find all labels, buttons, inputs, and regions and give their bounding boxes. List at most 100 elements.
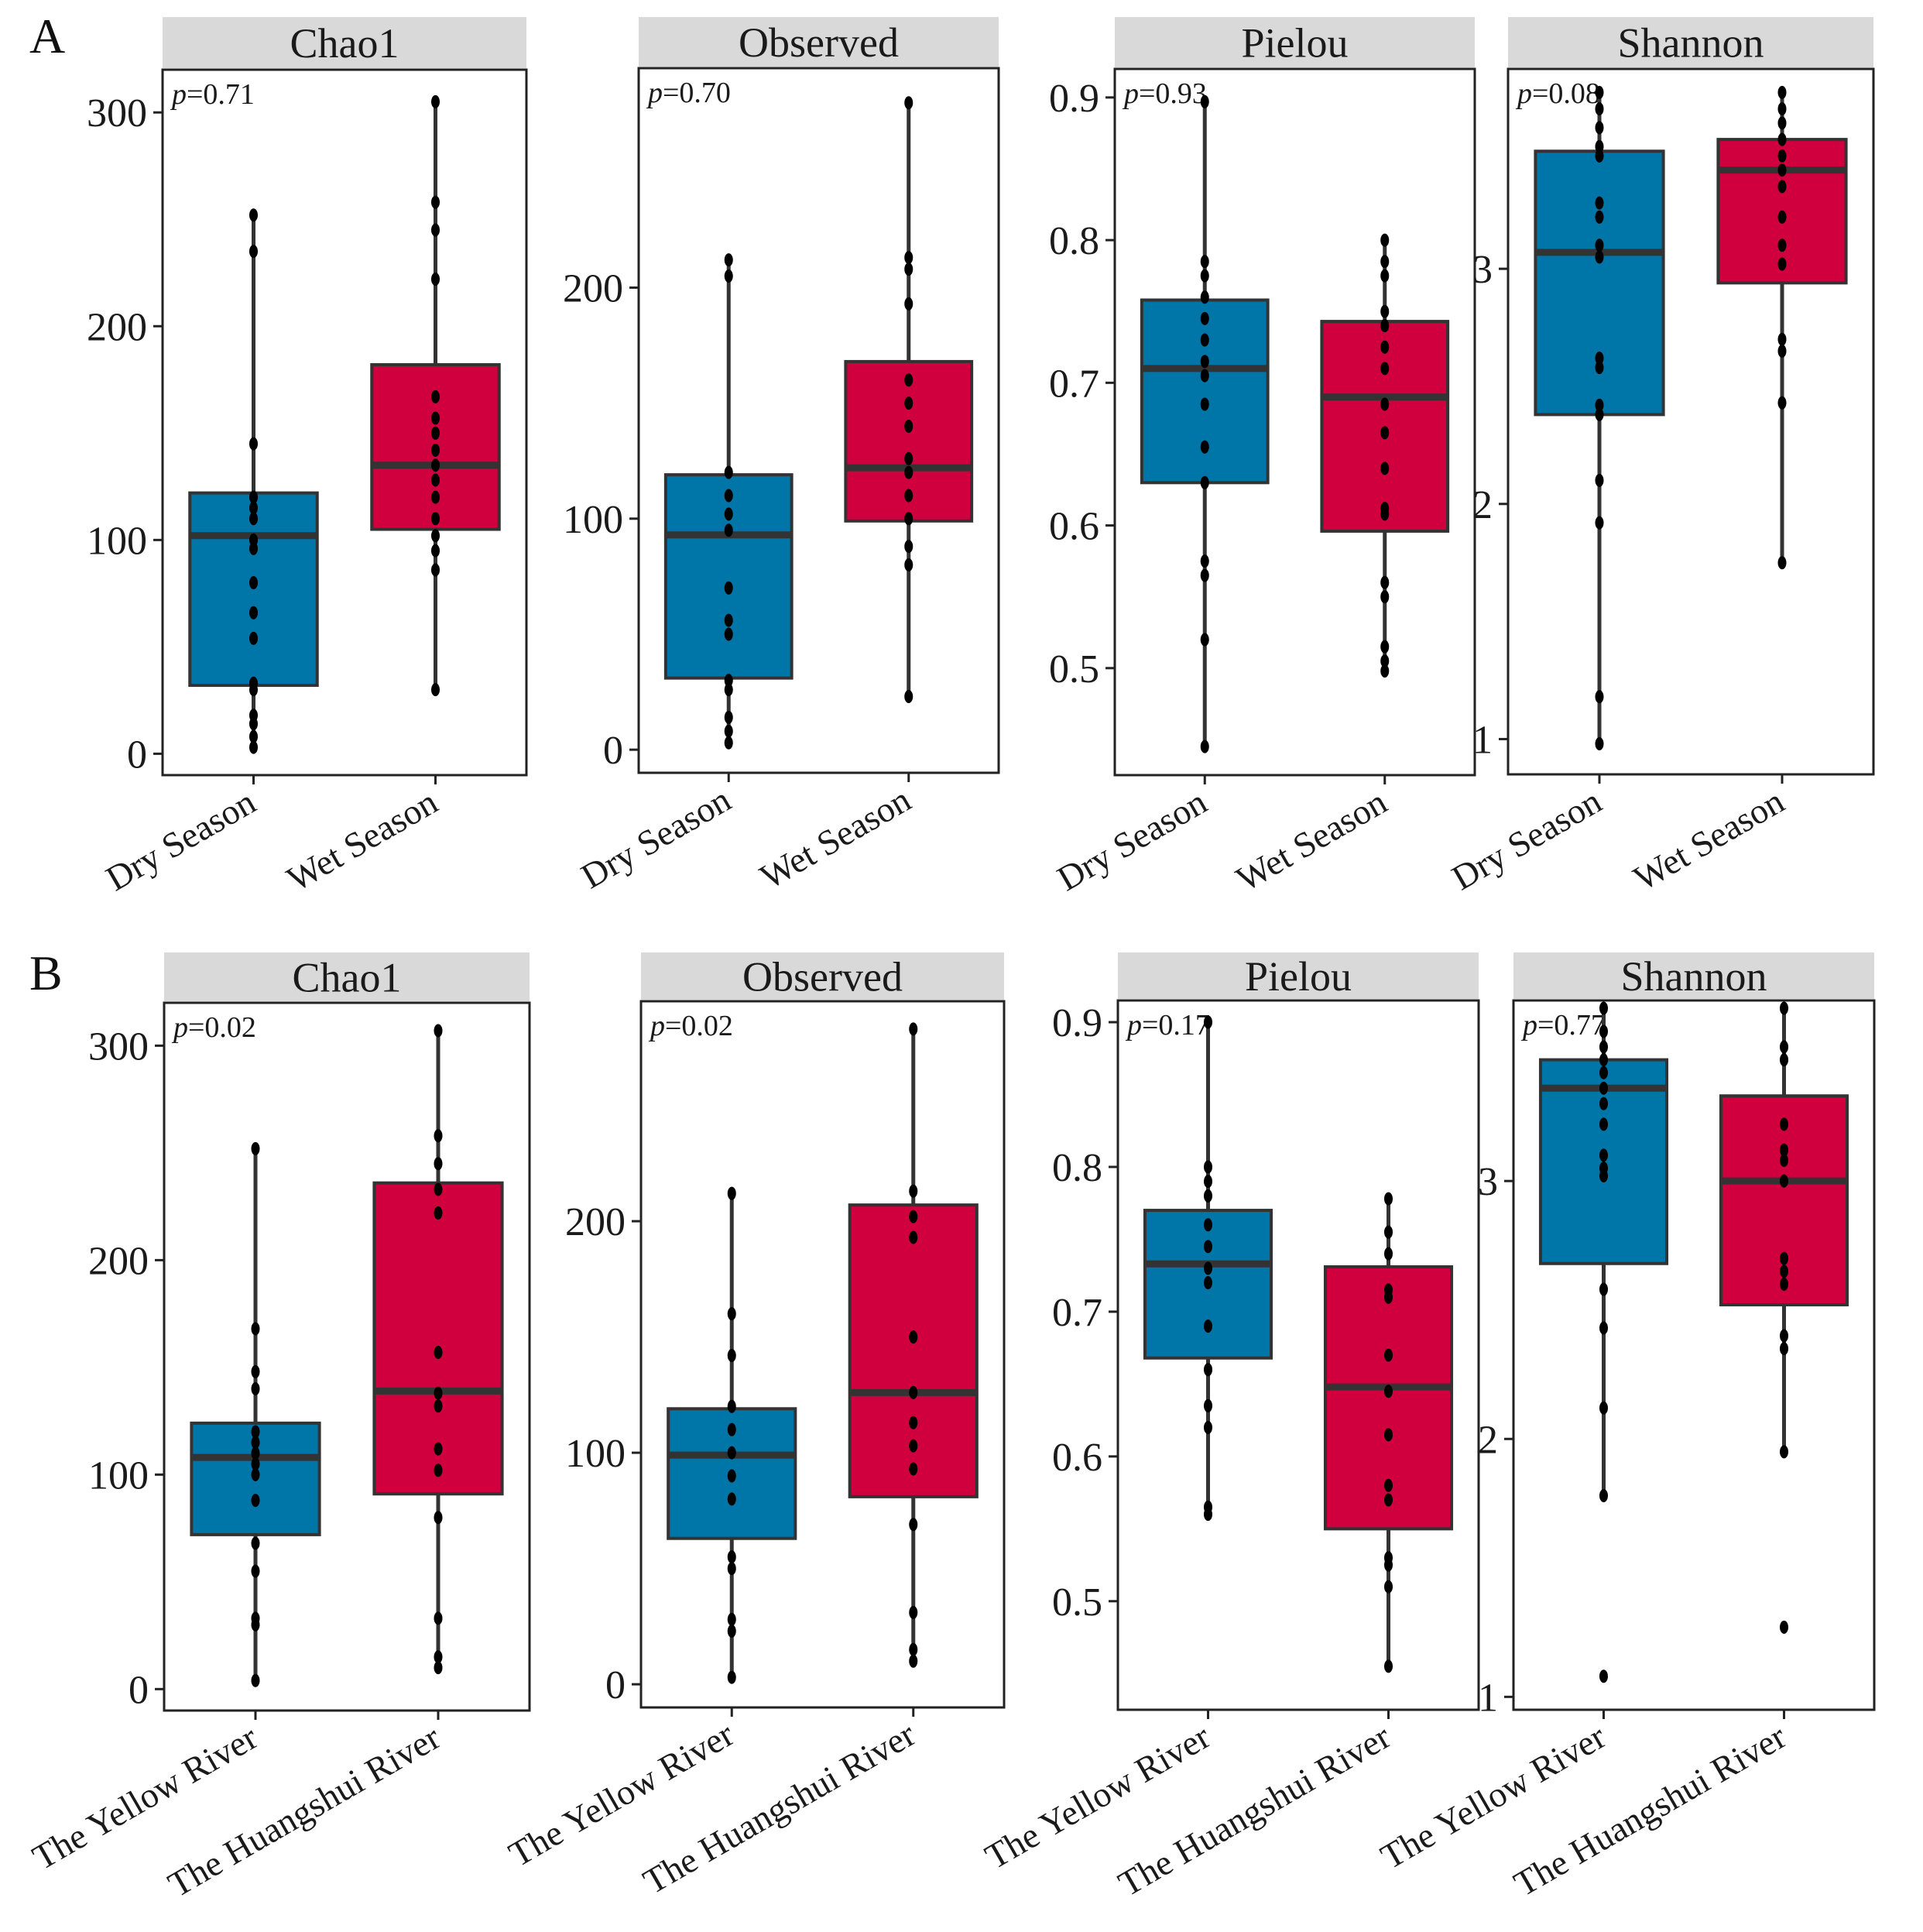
box-2	[372, 1024, 504, 1675]
data-point	[724, 683, 733, 697]
data-point	[1780, 1053, 1788, 1067]
data-point	[1599, 1053, 1608, 1067]
data-point	[251, 1457, 260, 1470]
data-point	[251, 1494, 260, 1508]
data-point	[1595, 737, 1604, 751]
data-point	[1384, 1493, 1393, 1507]
data-point	[1777, 116, 1787, 130]
data-point	[1204, 1363, 1212, 1377]
data-point	[1380, 255, 1390, 269]
data-point	[251, 1382, 260, 1396]
data-point	[1599, 1489, 1608, 1503]
y-tick-label: 0.9	[1049, 77, 1099, 121]
data-point	[431, 683, 440, 697]
facet-strip	[1118, 952, 1479, 999]
p-value-label: p=0.02	[648, 1010, 733, 1042]
data-point	[249, 576, 258, 590]
iqr-box	[1140, 298, 1270, 485]
y-tick-label: 0.5	[1049, 647, 1099, 691]
box-1	[1143, 1015, 1273, 1522]
data-point	[727, 1307, 736, 1321]
data-point	[249, 490, 258, 504]
box-2	[844, 96, 974, 704]
facet-title: Pielou	[1245, 953, 1352, 1000]
facet-title: Observed	[742, 954, 903, 1000]
data-point	[1200, 311, 1209, 325]
data-point	[1204, 1398, 1212, 1412]
data-point	[724, 269, 733, 283]
data-point	[249, 676, 258, 690]
y-tick-label: 200	[563, 266, 623, 311]
y-tick-label: 300	[87, 91, 147, 136]
data-point	[249, 533, 258, 547]
data-point	[249, 437, 258, 451]
p-number: =0.02	[188, 1011, 256, 1044]
data-point	[904, 297, 914, 311]
data-point	[431, 473, 440, 487]
data-point	[1595, 85, 1604, 99]
data-point	[904, 512, 914, 526]
facet-1: Chao1 p=0.71 0 100 200 300 Dry Season Wet Seaso…	[87, 17, 528, 899]
y-tick-label: 3	[1478, 1160, 1498, 1204]
data-point	[1384, 1192, 1393, 1206]
x-tick-label: Wet Season	[280, 781, 444, 899]
data-point	[1200, 94, 1209, 108]
y-tick-label: 100	[87, 519, 147, 563]
data-point	[1780, 1251, 1788, 1265]
x-tick-label: Wet Season	[1229, 781, 1393, 899]
data-point	[1200, 440, 1209, 454]
data-point	[1200, 568, 1209, 582]
data-point	[1777, 396, 1787, 410]
data-point	[724, 613, 733, 627]
data-point	[434, 1182, 443, 1196]
data-point	[724, 724, 733, 738]
p-number: =0.77	[1537, 1009, 1606, 1041]
data-point	[251, 1322, 260, 1336]
data-point	[1595, 238, 1604, 252]
data-point	[251, 1673, 260, 1687]
data-point	[1599, 1162, 1608, 1175]
data-point	[909, 1416, 918, 1429]
data-point	[909, 1518, 918, 1532]
p-value-label: p=0.02	[171, 1011, 256, 1044]
data-point	[1204, 1319, 1212, 1333]
facet-title: Pielou	[1241, 20, 1348, 67]
y-tick-label: 0	[129, 1668, 149, 1712]
data-point	[727, 1422, 736, 1436]
box-2	[848, 1022, 979, 1668]
data-point	[727, 1399, 736, 1413]
data-point	[1777, 149, 1787, 163]
data-point	[727, 1624, 736, 1638]
data-point	[249, 208, 258, 222]
data-point	[1595, 102, 1604, 116]
data-point	[1384, 1428, 1393, 1442]
data-point	[1595, 407, 1604, 421]
data-point	[434, 1442, 443, 1456]
data-point	[251, 1467, 260, 1481]
iqr-box	[848, 1203, 979, 1498]
data-point	[1380, 233, 1390, 247]
data-point	[909, 1022, 918, 1036]
p-symbol: p	[1125, 1009, 1142, 1041]
data-point	[1384, 1551, 1393, 1565]
row-label-a: A	[29, 9, 65, 63]
data-point	[249, 245, 258, 259]
data-point	[1200, 255, 1209, 269]
data-point	[1595, 398, 1604, 412]
data-point	[434, 1024, 443, 1038]
data-point	[1380, 462, 1390, 475]
data-point	[431, 443, 440, 457]
data-point	[1380, 640, 1390, 654]
box-1	[663, 253, 794, 750]
data-point	[904, 373, 914, 387]
y-tick-label: 0.7	[1049, 362, 1099, 406]
x-tick-label: Dry Season	[99, 781, 262, 898]
facet-strip	[164, 952, 530, 1001]
y-tick-label: 2	[1472, 483, 1493, 527]
facet-strip	[641, 952, 1004, 1000]
p-symbol: p	[646, 77, 663, 109]
data-point	[727, 1550, 736, 1564]
data-point	[1380, 426, 1390, 440]
data-point	[434, 1661, 443, 1675]
